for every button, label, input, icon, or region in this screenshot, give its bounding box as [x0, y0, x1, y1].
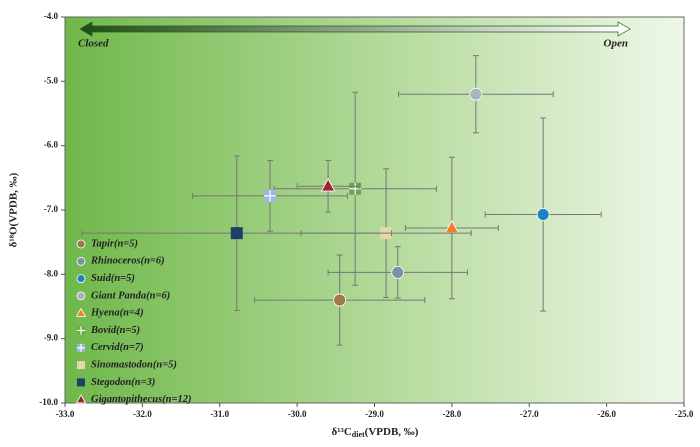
- legend-label: Giant Panda(n=6): [91, 290, 170, 301]
- legend-marker-body: [77, 361, 85, 370]
- legend-label: Bovid(n=5): [90, 325, 140, 336]
- x-tick-label: -29.0: [365, 409, 384, 419]
- point: [469, 87, 483, 101]
- legend-label: Rhinoceros(n=6): [90, 256, 165, 267]
- point: [230, 227, 243, 240]
- point: [536, 208, 550, 221]
- legend-marker: [76, 239, 86, 249]
- legend-label: Cervid(n=7): [91, 342, 144, 353]
- plot-area: [64, 16, 685, 404]
- y-tick-label: -10.0: [39, 397, 58, 407]
- x-tick-label: -28.0: [443, 409, 462, 419]
- x-label-sub: diet: [352, 430, 365, 439]
- x-tick-label: -25.0: [675, 409, 694, 419]
- legend-label: Suid(n=5): [91, 273, 135, 284]
- openness-arrow: [79, 21, 631, 37]
- open-label: Open: [604, 38, 628, 50]
- legend-label: Sinomastodon(n=5): [91, 360, 177, 371]
- point: [264, 189, 277, 202]
- legend-marker: [76, 274, 86, 284]
- point-body: [230, 227, 243, 240]
- closed-label: Closed: [78, 38, 109, 50]
- legend-marker: [75, 307, 87, 317]
- legend-label: Hyena(n=4): [90, 308, 144, 319]
- x-tick-label: -32.0: [133, 409, 152, 419]
- x-tick-label: -27.0: [520, 409, 539, 419]
- point: [320, 178, 336, 192]
- point: [333, 293, 347, 307]
- legend-marker: [75, 394, 87, 404]
- legend-marker: [76, 256, 86, 266]
- x-label-rest: (VPDB, ‰): [365, 426, 419, 438]
- x-label-main: δ¹³C: [332, 426, 352, 438]
- legend-label: Tapir(n=5): [91, 238, 138, 249]
- x-tick-label: -30.0: [288, 409, 307, 419]
- x-tick-label: -26.0: [597, 409, 616, 419]
- x-tick-label: -33.0: [56, 409, 75, 419]
- legend-marker: [77, 361, 85, 370]
- y-tick-label: -7.0: [44, 204, 59, 214]
- legend-marker: [76, 291, 86, 301]
- y-tick-label: -4.0: [44, 11, 59, 21]
- y-tick-label: -6.0: [44, 140, 59, 150]
- x-tick-label: -31.0: [210, 409, 229, 419]
- point: [391, 266, 405, 279]
- y-tick-label: -5.0: [44, 75, 59, 85]
- y-axis-label: δ¹⁸O(VPDB, ‰): [8, 172, 20, 247]
- legend-marker: [77, 378, 85, 387]
- y-tick-label: -9.0: [44, 333, 59, 343]
- legend-label: Gigantopithecus(n=12): [91, 394, 192, 405]
- legend-marker: [77, 343, 85, 352]
- x-axis-label: δ¹³Cdiet(VPDB, ‰): [332, 426, 419, 439]
- y-tick-label: -8.0: [44, 268, 59, 278]
- legend-label: Stegodon(n=3): [91, 377, 155, 388]
- legend-marker: [77, 326, 85, 335]
- legend-marker-body: [77, 378, 85, 387]
